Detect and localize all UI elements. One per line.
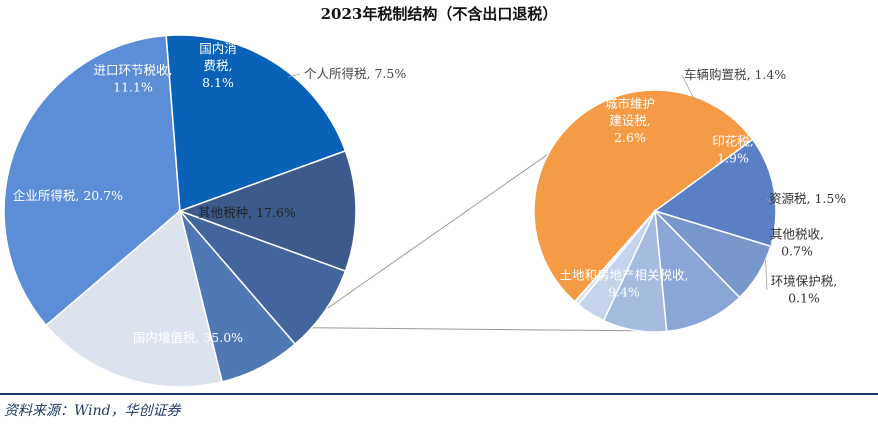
leader-line-personal-income bbox=[288, 73, 301, 78]
secondary-pie-label-2: 车辆购置税, 1.4% bbox=[684, 67, 786, 82]
secondary-pie-slice-6 bbox=[573, 210, 656, 306]
secondary-pie-slice-0 bbox=[533, 89, 754, 303]
main-pie-label-5: 其他税种, 17.6% bbox=[198, 205, 296, 220]
secondary-pie-label-4: 资源税, 1.5% bbox=[769, 191, 846, 206]
secondary-pie-label-6: 环境保护税, 0.1% bbox=[771, 274, 837, 306]
main-pie-label-3: 国内消费税, 8.1% bbox=[199, 41, 237, 90]
main-pie-label-2: 进口环节税收, 11.1% bbox=[94, 63, 173, 95]
chart-title: 2023年税制结构（不含出口退税） bbox=[320, 5, 558, 23]
main-pie-label-0: 国内增值税, 35.0% bbox=[133, 330, 243, 345]
main-pie-label-4: 个人所得税, 7.5% bbox=[304, 66, 406, 81]
source-note: 资料来源：Wind，华创证券 bbox=[4, 403, 181, 419]
leader-line-vehicle-purchase bbox=[681, 74, 696, 102]
leader-line-environment bbox=[765, 260, 768, 291]
main-pie-slice-5 bbox=[45, 209, 224, 388]
secondary-pie-slice-3 bbox=[654, 208, 741, 333]
main-pie-slice-3 bbox=[177, 209, 347, 346]
main-pie-slice-2 bbox=[177, 149, 357, 273]
main-pie bbox=[3, 34, 357, 388]
leader-line-resource bbox=[766, 198, 777, 208]
secondary-pie bbox=[533, 89, 777, 333]
secondary-pie-label-5: 其他税收, 0.7% bbox=[770, 227, 824, 259]
secondary-pie-label-3: 印花税, 1.9% bbox=[712, 134, 753, 166]
pie-of-pie-chart: 国内增值税, 35.0% 企业所得税, 20.7% 进口环节税收, 11.1% 国内消费… bbox=[3, 34, 846, 388]
main-pie-label-1: 企业所得税, 20.7% bbox=[13, 188, 123, 203]
secondary-pie-label-0: 土地和房地产相关税收, 9.4% bbox=[560, 268, 689, 300]
secondary-pie-label-1: 城市维护建设税, 2.6% bbox=[605, 96, 655, 145]
slice-labels: 国内增值税, 35.0% 企业所得税, 20.7% 进口环节税收, 11.1% 国内消费… bbox=[13, 41, 846, 345]
main-pie-slice-0 bbox=[3, 34, 181, 327]
footer-divider bbox=[0, 393, 878, 395]
